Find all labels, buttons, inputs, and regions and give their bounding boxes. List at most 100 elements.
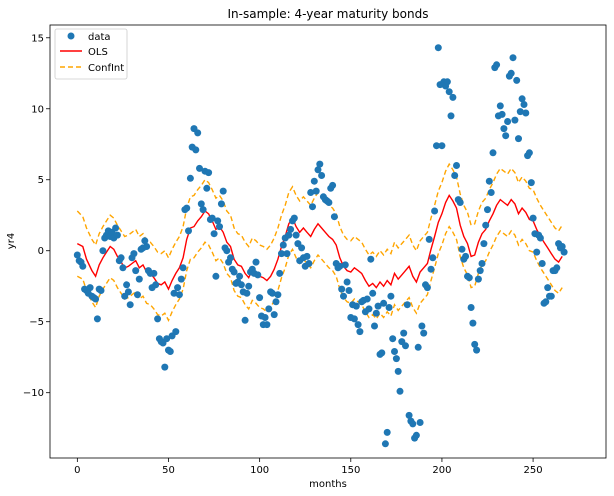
data-point (97, 287, 105, 294)
legend-data-label: data (88, 32, 111, 43)
x-tick-label: 0 (74, 465, 80, 476)
data-point (522, 109, 530, 117)
data-point (86, 284, 94, 292)
data-point (374, 302, 382, 310)
data-point (245, 282, 253, 290)
data-point (445, 88, 453, 96)
data-point (443, 78, 451, 86)
data-point (520, 101, 528, 108)
data-point (467, 304, 475, 311)
data-point (73, 251, 81, 259)
confint-lower-line (76, 225, 563, 322)
data-point (449, 93, 457, 101)
data-point (227, 254, 234, 262)
data-point (154, 315, 162, 323)
data-point (485, 177, 493, 185)
data-point (236, 272, 244, 280)
data-point (414, 343, 422, 351)
data-point (197, 200, 205, 208)
data-point (123, 281, 131, 289)
data-point (484, 206, 491, 214)
data-point (515, 135, 522, 143)
data-point (380, 299, 388, 307)
data-point (305, 260, 313, 267)
data-point (212, 272, 220, 280)
data-point (402, 342, 409, 350)
data-point (383, 428, 391, 436)
data-point (310, 177, 318, 185)
data-point (394, 367, 402, 375)
data-point (502, 132, 510, 140)
data-point (403, 301, 411, 309)
data-point (350, 315, 358, 323)
data-point (132, 267, 140, 275)
data-point (500, 125, 508, 133)
data-point (265, 305, 273, 313)
data-point (283, 250, 291, 258)
data-point (217, 200, 225, 208)
data-point (186, 174, 194, 182)
data-point (119, 264, 127, 272)
data-point (196, 164, 203, 172)
data-point (230, 268, 238, 276)
data-point (219, 187, 227, 195)
y-axis: −10 −5 0 5 10 15 (23, 33, 50, 399)
data-point (343, 278, 351, 286)
data-point (292, 231, 300, 239)
plot-area (49, 24, 607, 459)
data-point (340, 292, 347, 300)
data-point (92, 295, 100, 303)
data-point (553, 264, 561, 272)
data-point (431, 207, 439, 215)
data-point (143, 243, 151, 250)
data-point (478, 260, 486, 267)
data-point (330, 213, 338, 221)
data-point (496, 102, 504, 110)
data-point (509, 54, 517, 62)
data-point (185, 227, 192, 235)
data-point (423, 284, 431, 292)
data-point (412, 431, 420, 439)
data-point (471, 340, 479, 348)
data-point (487, 189, 495, 196)
data-point (338, 285, 346, 293)
data-point (272, 298, 280, 306)
data-point (354, 321, 362, 329)
data-point (285, 231, 293, 239)
data-point (270, 311, 278, 319)
data-point (425, 235, 433, 243)
y-tick-label: 5 (38, 175, 44, 186)
data-point (385, 304, 393, 311)
data-point (369, 289, 377, 297)
y-axis-label: yr4 (6, 233, 17, 249)
y-tick-label: −5 (29, 317, 44, 328)
data-point (216, 223, 223, 231)
data-point (318, 172, 326, 179)
data-point (458, 245, 466, 253)
data-point (465, 274, 473, 282)
legend: data OLS ConfInt (54, 28, 128, 80)
data-point (473, 346, 481, 354)
data-point (469, 319, 477, 327)
data-point (276, 269, 284, 277)
data-point (150, 269, 158, 277)
data-point (312, 187, 320, 195)
data-point (135, 275, 143, 283)
data-point (363, 295, 371, 303)
data-point (451, 172, 459, 179)
data-point (243, 289, 251, 297)
data-point (254, 271, 262, 279)
data-point (163, 335, 171, 343)
data-point (214, 217, 222, 225)
data-point (166, 348, 174, 355)
data-point (462, 252, 470, 260)
data-point (405, 411, 413, 419)
legend-confint-label: ConfInt (88, 63, 124, 74)
data-point (316, 160, 324, 168)
ols-line (76, 194, 563, 291)
data-point (278, 250, 285, 258)
chart-title: In-sample: 4-year maturity bonds (228, 7, 429, 21)
data-point (367, 255, 375, 263)
data-point (420, 329, 428, 337)
